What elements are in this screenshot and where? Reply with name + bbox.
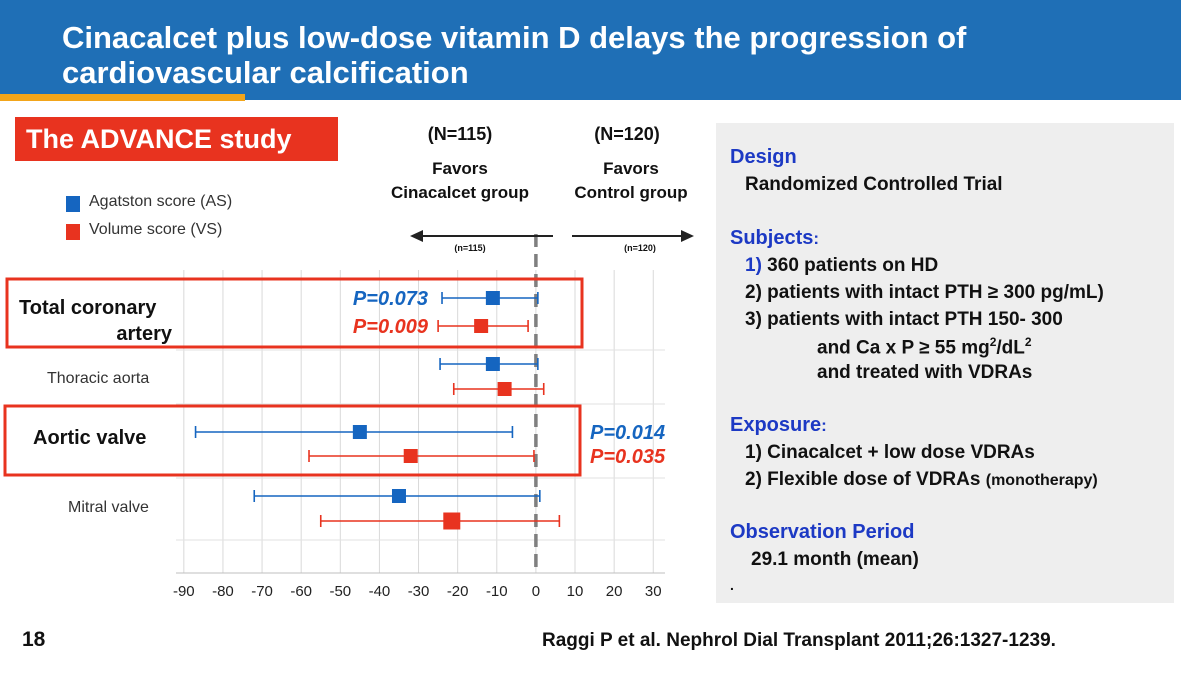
subject-item-2: 2) patients with intact PTH ≥ 300 pg/mL): [745, 282, 1104, 304]
x-tick-label: -10: [486, 583, 508, 600]
exposure-heading-colon: :: [821, 416, 827, 435]
forest-plot: -90 -80 -70 -60 -50 -40 -30 -20 -10 0 10 20 30 (N=115…: [3, 124, 694, 600]
page-number: 18: [22, 628, 46, 651]
exposure-item-1: 1) Cinacalcet + low dose VDRAs: [745, 442, 1035, 463]
group-label: Total coronary: [19, 297, 157, 319]
group-label: Aortic valve: [33, 427, 146, 449]
p-value-label: P=0.014: [590, 422, 665, 444]
x-tick-label: -70: [251, 583, 273, 600]
subject-item-3-unit: /dL: [996, 337, 1025, 359]
arrow-left-n-label: (n=115): [454, 243, 485, 253]
p-value-label: P=0.035: [590, 446, 666, 468]
x-tick-label: -50: [329, 583, 351, 600]
citation: Raggi P et al. Nephrol Dial Transplant 2…: [542, 630, 1056, 651]
legend-label-as: Agatston score (AS): [89, 193, 232, 210]
slide-title: Cinacalcet plus low-dose vitamin D delay…: [62, 20, 966, 90]
subject-item-3: 3) patients with intact PTH 150- 300: [745, 309, 1063, 331]
subjects-heading-text: Subjects: [730, 227, 814, 249]
study-name-badge: The ADVANCE study: [15, 117, 338, 161]
point-estimate: [474, 319, 489, 333]
group-label: Mitral valve: [68, 499, 149, 516]
group-label: Thoracic aorta: [47, 370, 149, 387]
subject-item-3-line2: and Ca x P ≥ 55 mg2/dL2: [817, 335, 1032, 359]
observation-text: 29.1 month (mean): [751, 549, 919, 570]
subject-item-1: 1) 360 patients on HD: [745, 255, 938, 277]
exposure-item-2-text: 2) Flexible dose of VDRAs: [745, 469, 986, 490]
point-estimate: [485, 357, 500, 371]
subject-item-3-text: patients with intact PTH 150- 300: [761, 309, 1063, 330]
x-tick-label: -90: [173, 583, 195, 600]
favors-right-line2: Control group: [574, 183, 687, 202]
p-value-label: P=0.073: [353, 288, 428, 310]
point-estimate: [391, 489, 406, 503]
exposure-heading: Exposure:: [730, 414, 827, 437]
legend-label-vs: Volume score (VS): [89, 221, 222, 238]
point-estimate: [497, 382, 512, 396]
x-tick-label: 20: [606, 583, 623, 600]
arrow-left-icon: [410, 230, 423, 242]
title-accent-bar: [0, 94, 245, 101]
subject-item-1-number: 1): [745, 255, 762, 276]
x-tick-label: -80: [212, 583, 234, 600]
subject-item-2-text: patients with intact PTH ≥ 300 pg/mL): [761, 282, 1104, 303]
favors-left-line1: Favors: [432, 159, 488, 178]
x-tick-label: 10: [567, 583, 584, 600]
subject-item-3-sup2: 2: [1024, 335, 1032, 349]
point-estimate: [443, 512, 461, 530]
exposure-item-2-note: (monotherapy): [985, 472, 1098, 489]
subject-item-3-number: 3): [745, 309, 762, 330]
arrow-right-icon: [681, 230, 694, 242]
trailing-mark: .: [730, 577, 734, 593]
exposure-heading-text: Exposure: [730, 414, 822, 436]
x-tick-label: -20: [447, 583, 469, 600]
slide-title-line2: cardiovascular calcification: [62, 55, 469, 90]
slide-title-line1: Cinacalcet plus low-dose vitamin D delay…: [62, 20, 967, 55]
n-left-header: (N=115): [428, 124, 493, 144]
observation-heading: Observation Period: [730, 521, 915, 543]
exposure-item-2: 2) Flexible dose of VDRAs (monotherapy): [745, 469, 1098, 491]
highlight-box: [5, 277, 584, 349]
legend-swatch-as: [66, 196, 80, 212]
subject-item-2-number: 2): [745, 282, 762, 303]
subjects-heading-colon: :: [813, 229, 820, 248]
study-info-panel: Design Randomized Controlled Trial Subje…: [716, 123, 1174, 603]
favors-right-line1: Favors: [603, 159, 659, 178]
subject-item-3-sup1: 2: [989, 335, 997, 349]
subject-item-3-line2-text: and Ca x P ≥ 55 mg: [817, 337, 990, 359]
x-tick-label: -40: [369, 583, 391, 600]
legend-swatch-vs: [66, 224, 80, 240]
design-heading: Design: [730, 146, 797, 168]
n-right-header: (N=120): [594, 124, 660, 144]
p-value-label: P=0.009: [353, 316, 429, 338]
highlight-box: [3, 404, 582, 477]
x-tick-label: 30: [645, 583, 662, 600]
subjects-heading: Subjects:: [730, 227, 819, 250]
subject-item-1-text: 360 patients on HD: [761, 255, 939, 276]
point-estimate: [403, 449, 418, 463]
x-tick-label: 0: [532, 583, 540, 600]
subject-item-3-line3: and treated with VDRAs: [817, 362, 1033, 383]
point-estimate: [352, 425, 367, 439]
arrow-right-n-label: (n=120): [624, 243, 656, 253]
point-estimate: [485, 291, 500, 305]
title-bar: [0, 0, 1181, 100]
design-text: Randomized Controlled Trial: [745, 174, 1003, 195]
x-tick-label: -60: [290, 583, 312, 600]
x-tick-label: -30: [408, 583, 430, 600]
favors-left-line2: Cinacalcet group: [391, 183, 529, 202]
group-label: artery: [116, 323, 172, 345]
